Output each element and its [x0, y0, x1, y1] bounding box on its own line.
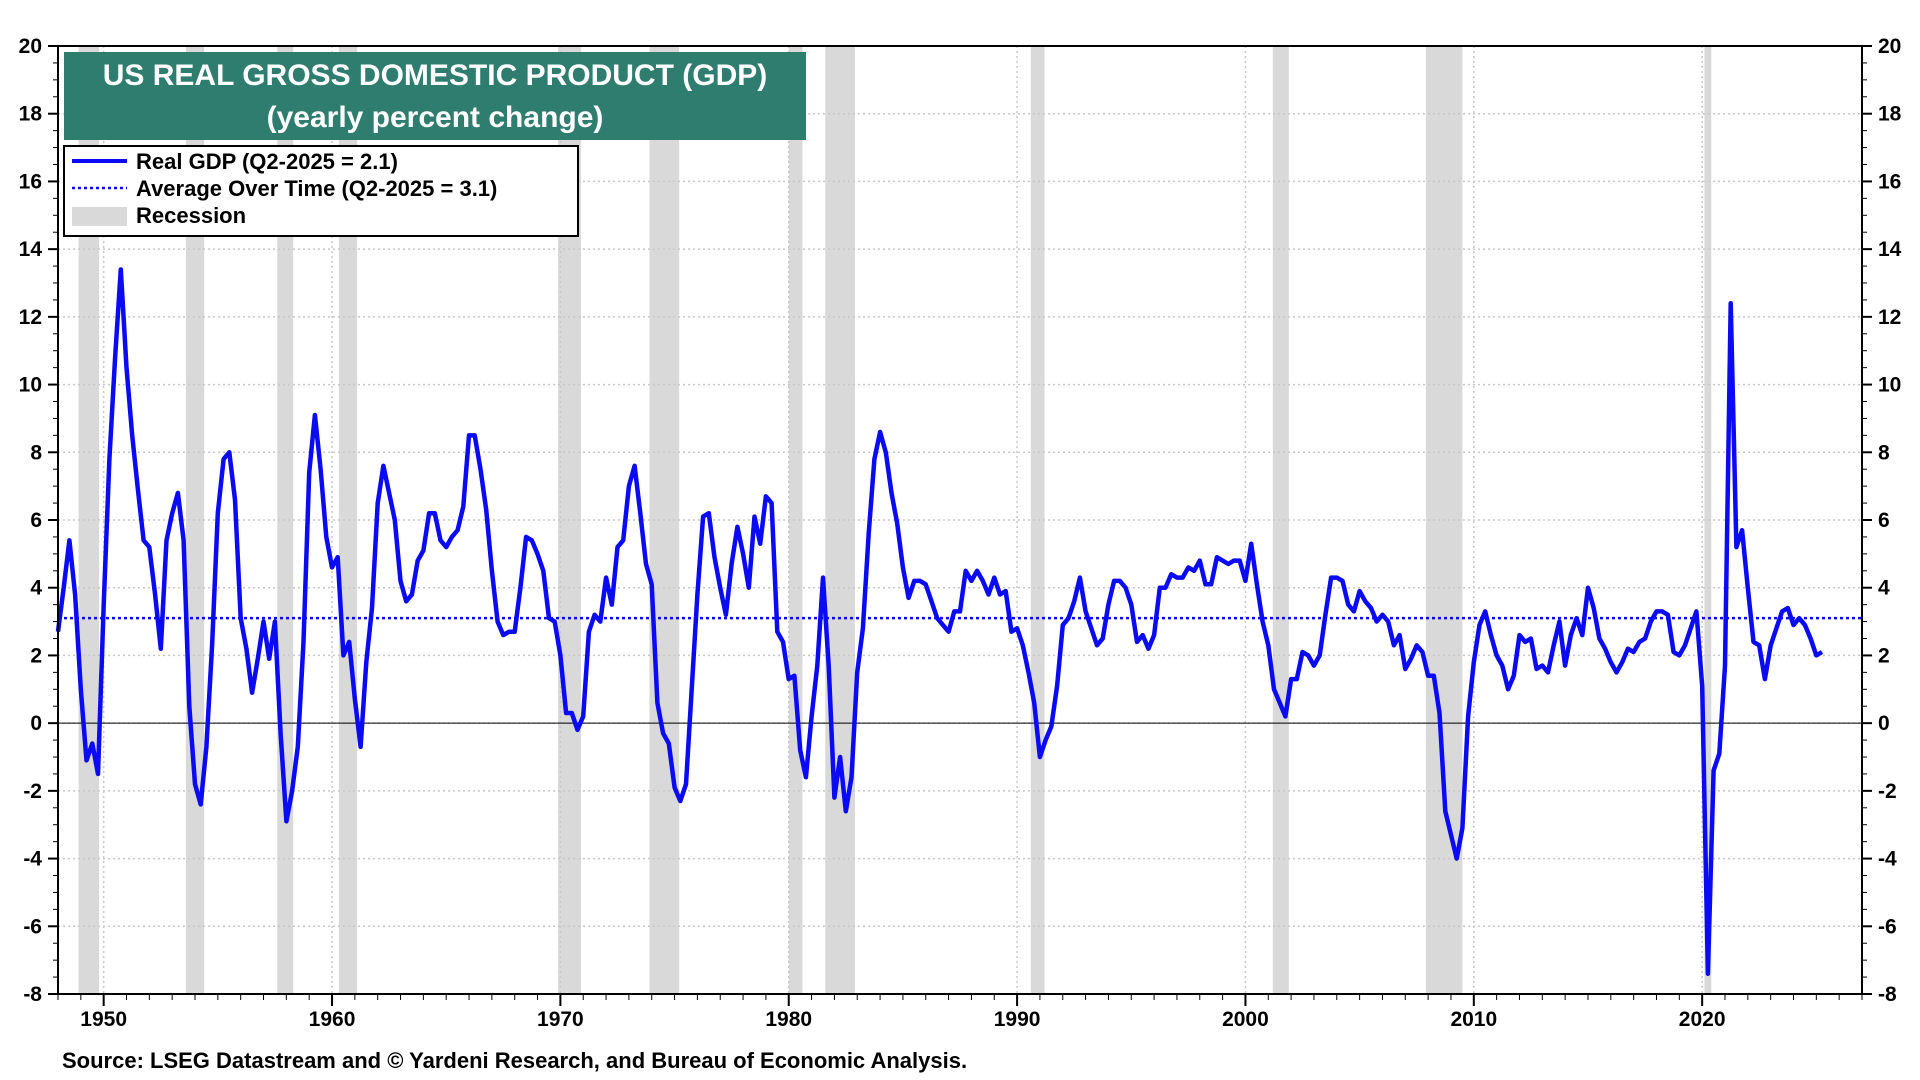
- y-tick-label-right: 6: [1878, 509, 1890, 532]
- x-tick-label: 1990: [994, 1008, 1041, 1031]
- y-tick-label-left: 20: [19, 35, 42, 58]
- y-tick-label-right: -2: [1878, 780, 1897, 803]
- y-tick-label-left: 14: [19, 238, 43, 261]
- y-tick-label-left: -6: [23, 915, 42, 938]
- source-note: Source: LSEG Datastream and © Yardeni Re…: [62, 1048, 967, 1073]
- title-background: [64, 52, 806, 140]
- y-tick-label-left: 6: [30, 509, 42, 532]
- y-tick-label-right: 12: [1878, 306, 1901, 329]
- y-tick-label-right: 4: [1878, 577, 1890, 600]
- x-tick-label: 1970: [537, 1008, 584, 1031]
- recession-band: [1704, 46, 1712, 994]
- y-tick-label-right: 20: [1878, 35, 1901, 58]
- y-tick-label-right: -6: [1878, 915, 1897, 938]
- recession-band: [788, 46, 803, 994]
- y-tick-label-left: 16: [19, 170, 42, 193]
- x-tick-label: 1950: [80, 1008, 127, 1031]
- y-tick-label-right: 8: [1878, 441, 1890, 464]
- y-tick-label-right: -4: [1878, 848, 1897, 871]
- y-tick-label-right: 16: [1878, 170, 1901, 193]
- y-tick-label-left: 0: [30, 712, 42, 735]
- recession-band: [1272, 46, 1289, 994]
- y-tick-label-right: -8: [1878, 983, 1897, 1006]
- legend-label-real-gdp: Real GDP (Q2-2025 = 2.1): [136, 149, 398, 174]
- legend: Real GDP (Q2-2025 = 2.1) Average Over Ti…: [63, 145, 579, 237]
- axes: -8 -8 -6 -6 -4 -4 -2 -2 0 0 2 2 4 4 6 6 8 8 10 10 12 12 14 14 16…: [19, 35, 1902, 1031]
- y-tick-label-left: -8: [23, 983, 42, 1006]
- real-gdp-line: [55, 267, 1824, 976]
- y-tick-label-left: 2: [30, 644, 42, 667]
- real-gdp-series: [55, 267, 1824, 976]
- y-tick-label-left: -2: [23, 780, 42, 803]
- x-tick-label: 1980: [765, 1008, 812, 1031]
- x-tick-label: 1960: [309, 1008, 356, 1031]
- chart-title: US REAL GROSS DOMESTIC PRODUCT (GDP): [103, 59, 767, 92]
- title-box: US REAL GROSS DOMESTIC PRODUCT (GDP) (ye…: [64, 52, 806, 140]
- x-tick-label: 2020: [1679, 1008, 1726, 1031]
- y-tick-label-right: 2: [1878, 644, 1890, 667]
- y-tick-label-left: 4: [30, 577, 42, 600]
- y-tick-label-left: 10: [19, 374, 42, 397]
- legend-label-average: Average Over Time (Q2-2025 = 3.1): [136, 176, 497, 201]
- recession-band: [1030, 46, 1045, 994]
- y-tick-label-right: 0: [1878, 712, 1890, 735]
- y-tick-label-left: -4: [23, 848, 42, 871]
- y-tick-label-left: 18: [19, 103, 43, 126]
- legend-box: [63, 145, 579, 237]
- y-tick-label-right: 18: [1878, 103, 1902, 126]
- x-tick-label: 2000: [1222, 1008, 1269, 1031]
- recession-band: [825, 46, 855, 994]
- recession-band: [185, 46, 205, 994]
- legend-swatch-recession: [72, 207, 127, 226]
- y-tick-label-right: 10: [1878, 374, 1901, 397]
- y-tick-label-left: 8: [30, 441, 42, 464]
- legend-label-recession: Recession: [136, 203, 246, 228]
- x-tick-label: 2010: [1450, 1008, 1497, 1031]
- chart-subtitle: (yearly percent change): [267, 101, 604, 134]
- y-tick-label-left: 12: [19, 306, 42, 329]
- y-tick-label-right: 14: [1878, 238, 1902, 261]
